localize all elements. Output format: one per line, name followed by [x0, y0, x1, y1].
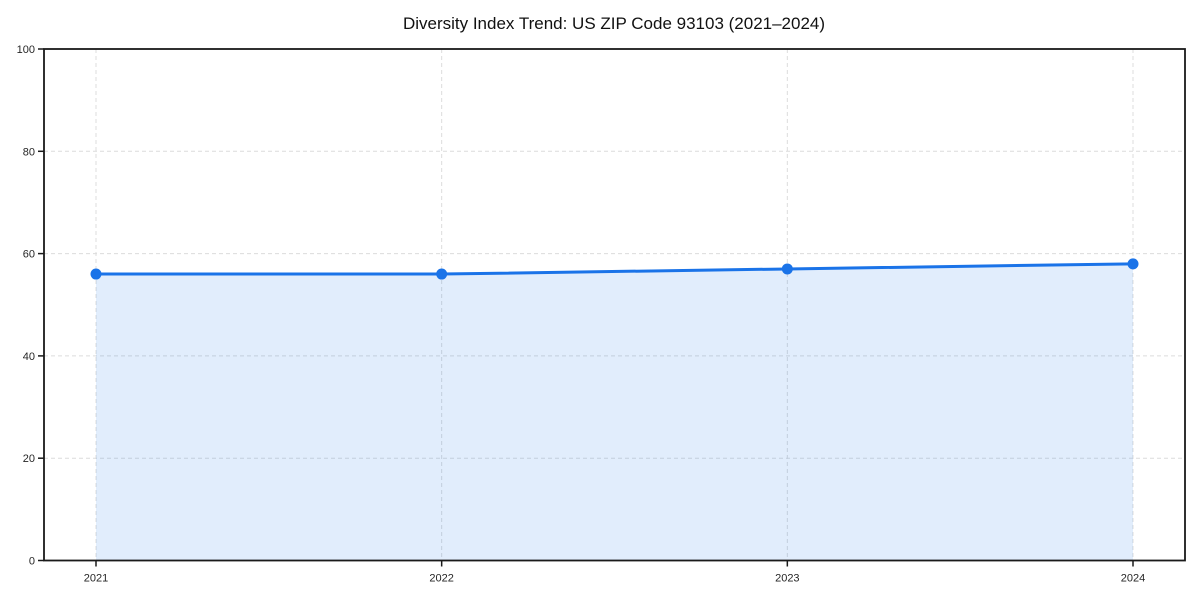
- y-tick-label: 0: [29, 556, 35, 568]
- y-tick-label: 20: [23, 453, 35, 465]
- area-fill: [96, 263, 1133, 561]
- x-tick-label: 2023: [775, 573, 799, 585]
- series-layer: [90, 258, 1139, 280]
- x-tick-label: 2024: [1121, 573, 1145, 585]
- data-point-2022: [436, 268, 448, 280]
- data-point-2021: [90, 268, 102, 280]
- grid-layer: [44, 49, 1185, 561]
- y-tick-label: 40: [23, 351, 35, 363]
- chart-title: Diversity Index Trend: US ZIP Code 93103…: [403, 14, 825, 33]
- data-point-2024: [1127, 258, 1139, 270]
- y-tick-label: 100: [17, 44, 35, 56]
- tick-layer: [38, 48, 1134, 567]
- trend-line: [94, 262, 1135, 276]
- area-layer: [96, 263, 1133, 561]
- axes-border: [43, 48, 1186, 562]
- y-tick-label: 80: [23, 146, 35, 158]
- y-tick-label: 60: [23, 249, 35, 261]
- data-point-2023: [781, 263, 793, 275]
- x-tick-label: 2022: [429, 573, 453, 585]
- plot-border: [43, 48, 1186, 562]
- x-tick-label: 2021: [84, 573, 108, 585]
- tick-label-layer: 0 20 40 60 80 100 2021 2022 2023 2024: [17, 44, 1146, 585]
